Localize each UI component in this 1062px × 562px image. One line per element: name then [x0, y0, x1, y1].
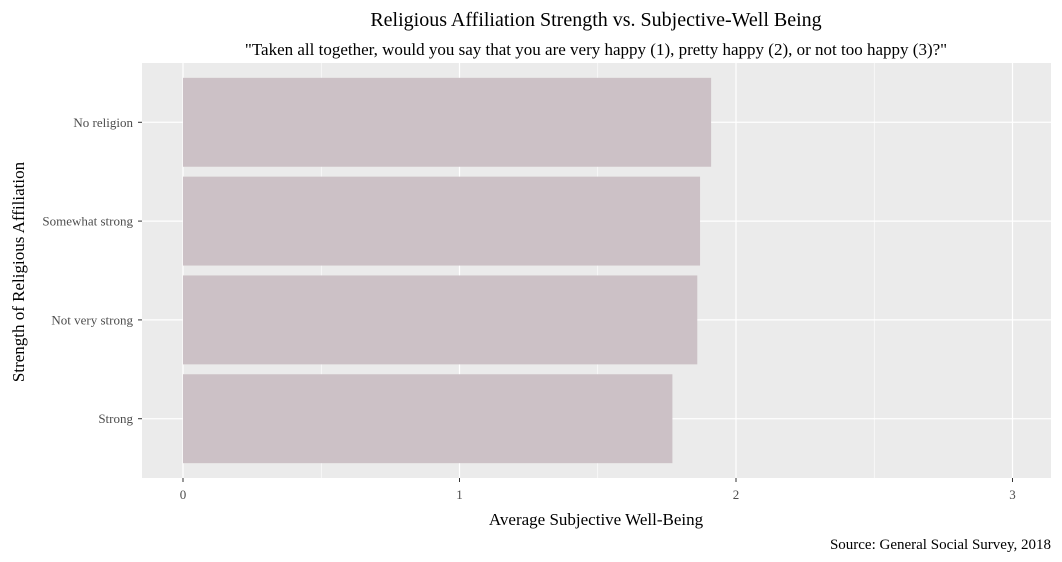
- bar: [183, 176, 701, 266]
- y-axis-title: Strength of Religious Affiliation: [9, 161, 28, 382]
- x-tick-label: 0: [180, 487, 187, 502]
- chart-subtitle: "Taken all together, would you say that …: [245, 40, 947, 59]
- y-tick-label: No religion: [73, 115, 133, 130]
- bar: [183, 77, 712, 167]
- bar: [183, 374, 673, 464]
- x-tick-label: 3: [1009, 487, 1016, 502]
- x-axis-title: Average Subjective Well-Being: [489, 510, 704, 529]
- y-tick-label: Somewhat strong: [42, 214, 133, 229]
- x-tick-label: 1: [456, 487, 463, 502]
- chart-caption: Source: General Social Survey, 2018: [830, 537, 1051, 553]
- bar: [183, 275, 698, 365]
- y-tick-label: Not very strong: [51, 312, 133, 327]
- y-axis: No religion Somewhat strong Not very stron…: [42, 115, 142, 426]
- y-tick-label: Strong: [98, 411, 133, 426]
- chart-title: Religious Affiliation Strength vs. Subje…: [370, 9, 821, 31]
- x-tick-label: 2: [733, 487, 740, 502]
- bars: [183, 77, 712, 464]
- x-axis: 0 1 2 3: [180, 478, 1016, 502]
